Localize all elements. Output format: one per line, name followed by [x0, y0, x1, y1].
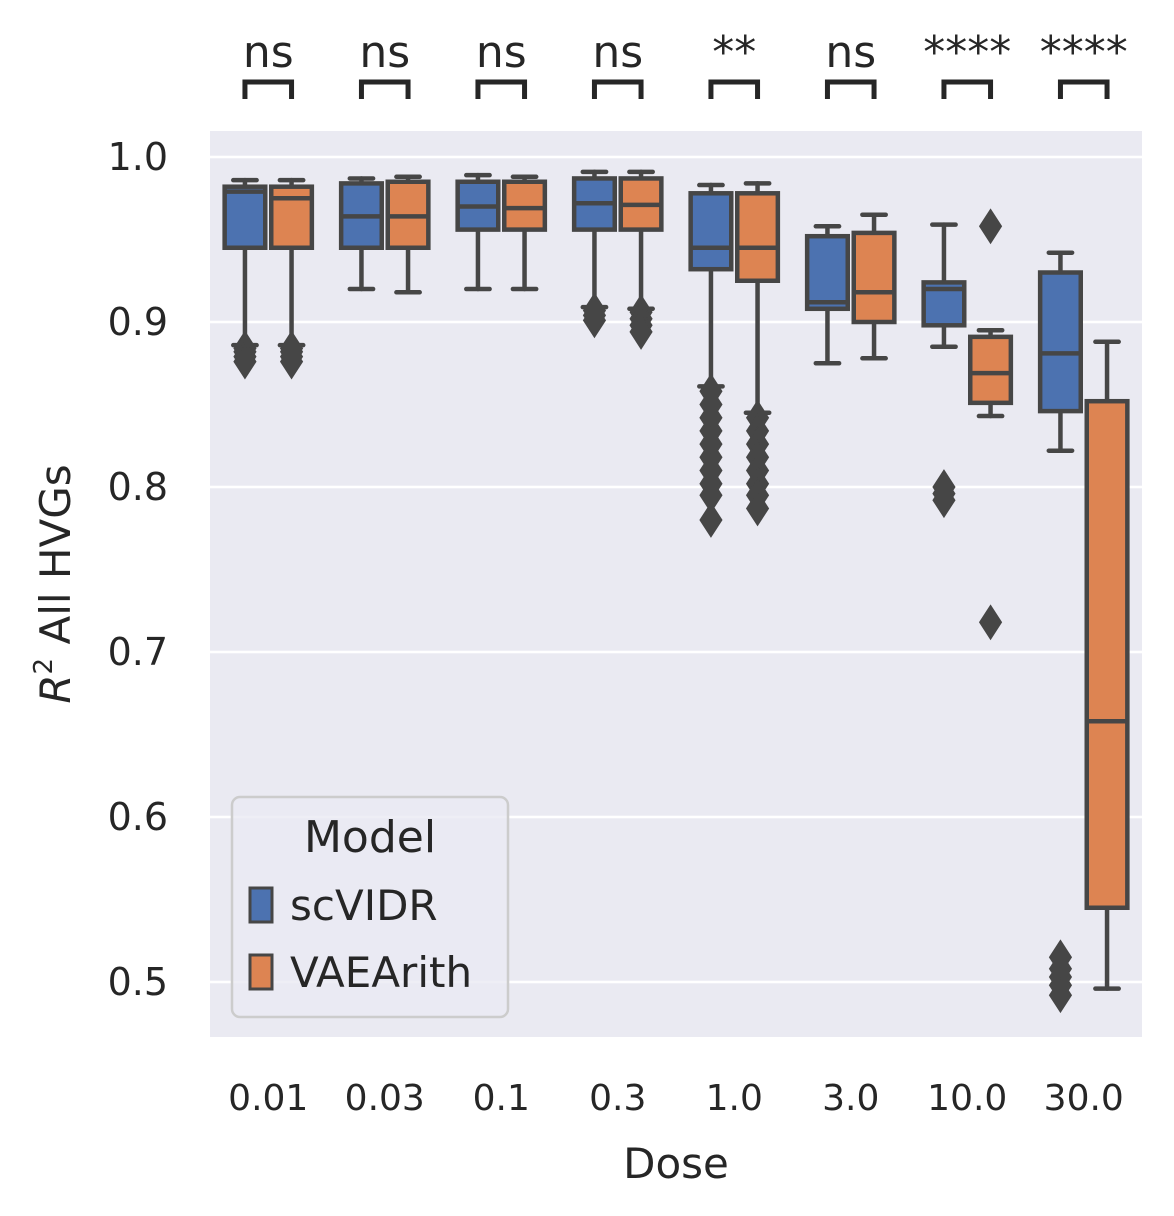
x-tick-10.0: 10.0: [927, 1078, 1007, 1119]
y-tick-1.0: 1.0: [108, 135, 168, 179]
x-tick-0.3: 0.3: [589, 1078, 646, 1119]
box-iqr: [968, 334, 1014, 406]
significance-label-10.0: ****: [923, 27, 1011, 78]
significance-bracket-0.1: [475, 79, 528, 99]
box-VAEArith-30.0: [1084, 339, 1130, 991]
box-iqr: [222, 184, 268, 250]
box-iqr: [804, 233, 851, 312]
legend-title: Model: [304, 812, 436, 863]
box-scVIDR-30.0: [1037, 250, 1084, 1014]
significance-annotations: ns ns ns ns ** ns **** ****: [242, 27, 1128, 99]
x-tick-1.0: 1.0: [706, 1078, 763, 1119]
legend-label-scvidr: scVIDR: [290, 881, 438, 930]
y-axis-label-main: R: [31, 674, 80, 703]
significance-bracket-0.03: [358, 79, 411, 99]
box-VAEArith-1.0: [735, 181, 781, 527]
significance-label-0.1: ns: [476, 27, 527, 78]
significance-bracket-0.01: [242, 79, 295, 99]
significance-bracket-3.0: [824, 79, 877, 99]
x-tick-0.01: 0.01: [228, 1078, 308, 1119]
box-VAEArith-0.03: [385, 174, 431, 295]
box-scVIDR-3.0: [804, 224, 851, 366]
y-tick-0.8: 0.8: [108, 465, 168, 509]
significance-label-0.3: ns: [592, 27, 643, 78]
outlier-7: [745, 490, 770, 527]
box-VAEArith-3.0: [851, 212, 897, 361]
x-tick-30.0: 30.0: [1044, 1078, 1124, 1119]
outlier-4: [1048, 977, 1073, 1014]
x-tick-3.0: 3.0: [822, 1078, 879, 1119]
y-tick-0.7: 0.7: [108, 630, 168, 674]
box-scVIDR-0.03: [338, 176, 384, 292]
box-VAEArith-0.1: [502, 174, 548, 292]
significance-label-0.01: ns: [243, 27, 294, 78]
y-axis-label: R2 All HVGs: [29, 464, 80, 703]
legend-swatch-scvidr: [248, 886, 274, 924]
y-axis-label-superscript: 2: [29, 658, 59, 675]
legend-swatch-vaearith: [248, 953, 274, 991]
legend: Model scVIDR VAEArith: [230, 795, 510, 1019]
significance-bracket-0.3: [591, 79, 644, 99]
y-tick-0.5: 0.5: [108, 960, 168, 1004]
outlier-2: [932, 482, 956, 519]
box-iqr: [688, 191, 734, 272]
significance-bracket-30.0: [1057, 79, 1110, 99]
significance-bracket-10.0: [941, 79, 994, 99]
box-VAEArith-0.01: [269, 177, 315, 380]
significance-label-1.0: **: [712, 27, 756, 78]
outlier-9: [699, 502, 723, 538]
box-VAEArith-0.3: [618, 169, 664, 350]
outlier-3: [233, 343, 257, 380]
box-iqr: [735, 191, 781, 283]
legend-label-vaearith: VAEArith: [290, 948, 472, 997]
box-iqr: [502, 179, 548, 232]
outlier-0: [978, 208, 1003, 245]
significance-bracket-1.0: [708, 79, 761, 99]
box-scVIDR-0.01: [222, 177, 268, 380]
box-iqr: [851, 230, 897, 325]
y-tick-0.9: 0.9: [108, 300, 168, 344]
box-VAEArith-10.0: [968, 208, 1014, 641]
box-iqr: [269, 184, 315, 250]
y-tick-labels: 0.5 0.6 0.7 0.8 0.9 1.0: [108, 135, 168, 1004]
outlier-3: [279, 343, 304, 380]
box-iqr: [1084, 398, 1130, 910]
x-tick-0.1: 0.1: [473, 1078, 530, 1119]
x-axis-label: Dose: [623, 1139, 729, 1188]
box-scVIDR-10.0: [921, 222, 967, 519]
y-axis-label-rest: All HVGs: [31, 464, 80, 658]
box-iqr: [1037, 270, 1084, 414]
outlier-3: [629, 313, 653, 350]
x-tick-labels: 0.01 0.03 0.1 0.3 1.0 3.0 10.0 30.0: [228, 1078, 1124, 1119]
significance-label-0.03: ns: [359, 27, 410, 78]
y-tick-0.6: 0.6: [108, 795, 168, 839]
box-scVIDR-1.0: [688, 182, 734, 538]
legend-frame: [230, 795, 510, 1019]
box-scVIDR-0.3: [571, 169, 618, 339]
x-tick-0.03: 0.03: [345, 1078, 425, 1119]
outlier-2: [582, 302, 607, 339]
significance-label-3.0: ns: [825, 27, 876, 78]
outlier-1: [978, 604, 1003, 641]
box-groups: [222, 169, 1130, 1014]
box-scVIDR-0.1: [455, 172, 501, 292]
significance-label-30.0: ****: [1040, 27, 1128, 78]
